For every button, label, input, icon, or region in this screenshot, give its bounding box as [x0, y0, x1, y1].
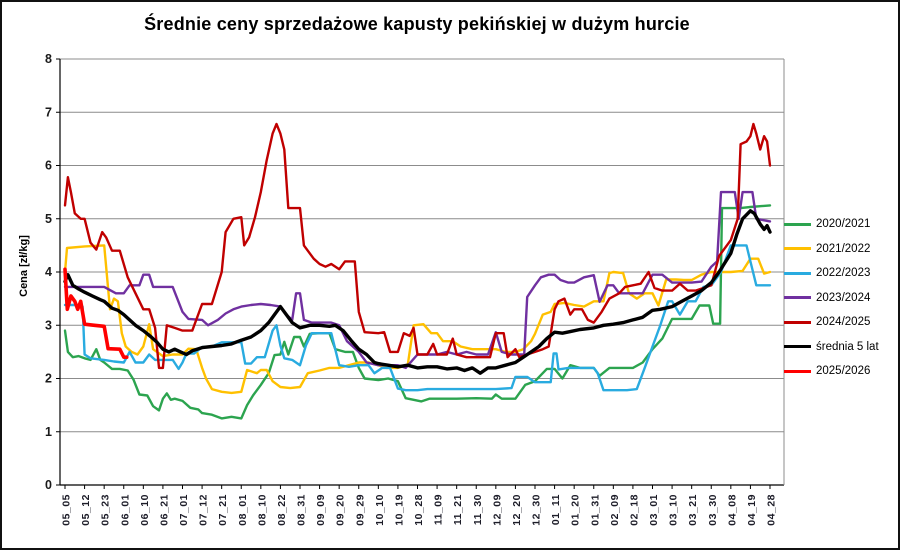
legend-swatch-icon [784, 296, 811, 300]
legend: 2020/2021 2021/2022 2022/2023 2023/2024 2024… [784, 212, 896, 384]
legend-label: 2020/2021 [816, 218, 871, 231]
x-tick-label: 05_12 [80, 494, 92, 526]
legend-label: 2022/2023 [816, 267, 871, 280]
x-tick-label: 08_01 [237, 494, 249, 526]
legend-swatch-icon [784, 345, 811, 349]
x-tick-label: 09_20 [335, 494, 347, 526]
legend-label: 2023/2024 [816, 291, 871, 304]
x-tick-label: 10_19 [393, 494, 405, 526]
y-tick-label: 0 [45, 478, 52, 492]
y-tick-label: 1 [45, 425, 52, 439]
x-tick-label: 07_12 [198, 494, 210, 526]
series-line-2022-2023 [63, 244, 772, 392]
chart-title: Średnie ceny sprzedażowe kapusty pekińsk… [144, 14, 690, 34]
legend-swatch-icon [784, 369, 811, 373]
x-tick-label: 06_10 [139, 494, 151, 526]
x-tick-label: 04_28 [766, 494, 778, 526]
legend-item-2024-2025: 2024/2025 [784, 310, 896, 335]
x-tick-label: 01_11 [550, 494, 562, 525]
legend-swatch-icon [784, 222, 811, 226]
x-tick-label: 11_30 [472, 494, 484, 525]
legend-item-2021-2022: 2021/2022 [784, 237, 896, 262]
x-tick-label: 04_08 [726, 494, 738, 526]
x-tick-label: 12_30 [531, 494, 543, 526]
x-tick-label: 06_21 [158, 494, 170, 526]
legend-item-2023-2024: 2023/2024 [784, 286, 896, 311]
legend-item-2020-2021: 2020/2021 [784, 212, 896, 237]
y-tick-label: 4 [45, 265, 52, 279]
x-tick-label: 01_31 [589, 494, 601, 526]
x-tick-label: 03_01 [648, 494, 660, 526]
x-tick-label: 08_31 [296, 494, 308, 526]
series-line-2020-2021 [63, 204, 772, 420]
x-tick-label: 09_09 [315, 494, 327, 526]
legend-swatch-icon [784, 271, 811, 275]
x-tick-label: 03_10 [668, 494, 680, 526]
x-tick-label: 09_29 [354, 494, 366, 526]
x-tick-label: 05_05 [61, 494, 73, 526]
x-tick-label: 12_20 [511, 494, 523, 526]
legend-label: średnia 5 lat [816, 340, 879, 353]
x-tick-label: 07_21 [217, 494, 229, 526]
x-tick-label: 04_19 [746, 494, 758, 526]
x-tick-label: 12_09 [491, 494, 503, 526]
legend-label: 2021/2022 [816, 242, 871, 255]
series-line--rednia-5-lat [63, 209, 772, 375]
x-tick-label: 07_01 [178, 494, 190, 526]
legend-item-2025-2026: 2025/2026 [784, 359, 896, 384]
legend-swatch-icon [784, 320, 811, 324]
series-line-2024-2025 [63, 122, 772, 370]
legend-item--rednia-5-lat: średnia 5 lat [784, 335, 896, 360]
y-tick-label: 6 [45, 159, 52, 173]
legend-swatch-icon [784, 247, 811, 251]
y-tick-label: 5 [45, 212, 52, 226]
x-tick-label: 08_10 [256, 494, 268, 526]
x-tick-label: 10_28 [413, 494, 425, 526]
x-tick-label: 10_10 [374, 494, 386, 526]
x-tick-label: 02_09 [609, 494, 621, 526]
x-tick-label: 03_30 [707, 494, 719, 526]
y-tick-label: 8 [45, 52, 52, 66]
y-tick-label: 3 [45, 318, 52, 332]
legend-label: 2025/2026 [816, 365, 871, 378]
x-tick-label: 05_23 [100, 494, 112, 526]
x-tick-label: 08_22 [276, 494, 288, 526]
x-tick-label: 02_18 [628, 494, 640, 526]
legend-label: 2024/2025 [816, 316, 871, 329]
x-tick-label: 06_01 [119, 494, 131, 526]
series-line-2021-2022 [63, 244, 772, 395]
x-tick-label: 03_21 [687, 494, 699, 526]
x-tick-label: 11_21 [452, 494, 464, 525]
legend-item-2022-2023: 2022/2023 [784, 261, 896, 286]
series-line-2025-2026 [63, 267, 129, 360]
x-tick-label: 11_09 [433, 494, 445, 525]
x-tick-label: 01_20 [570, 494, 582, 526]
y-tick-label: 7 [45, 105, 52, 119]
y-tick-label: 2 [45, 372, 52, 386]
